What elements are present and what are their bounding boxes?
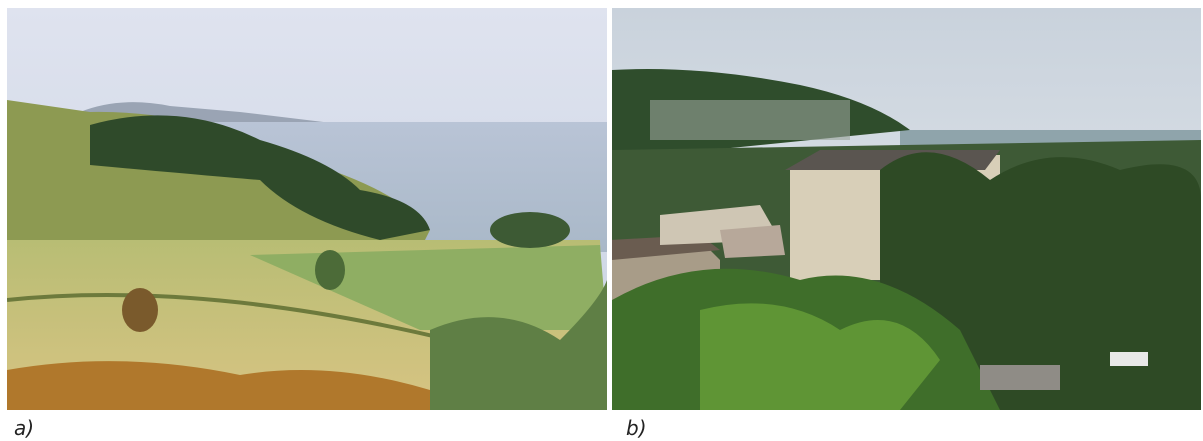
- photo-b: [612, 8, 1201, 410]
- photo-a: [7, 8, 607, 410]
- panel-label: b): [626, 416, 647, 440]
- panel-label: a): [14, 416, 35, 440]
